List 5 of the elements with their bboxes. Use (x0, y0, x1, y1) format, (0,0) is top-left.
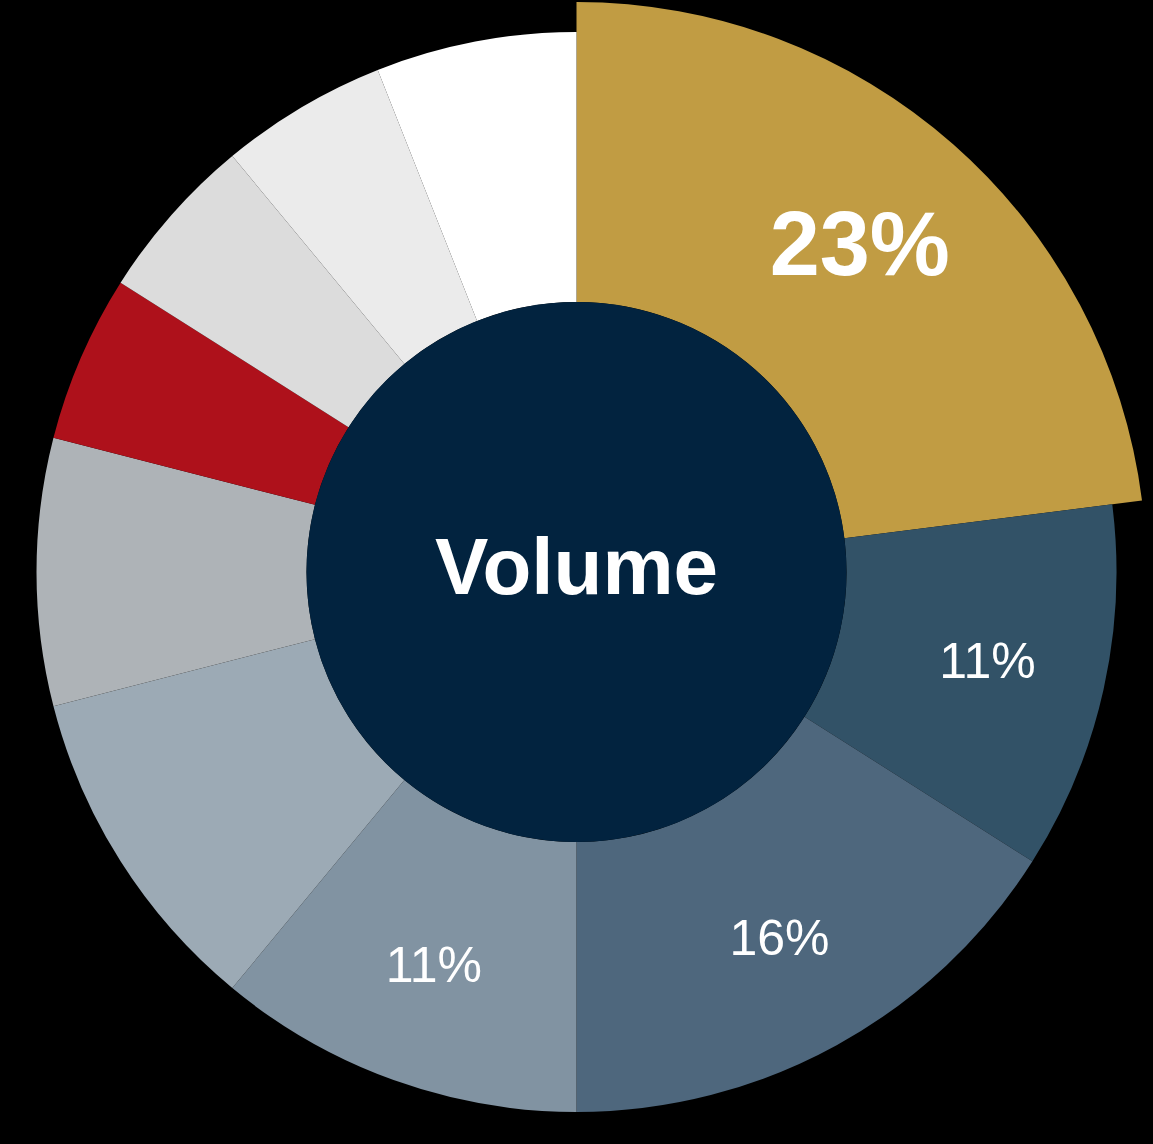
data-label: 11% (385, 937, 483, 994)
data-label: 16% (729, 909, 830, 966)
data-label: 23% (769, 194, 950, 295)
text: Volume (434, 522, 719, 612)
data-label: 11% (939, 632, 1036, 689)
